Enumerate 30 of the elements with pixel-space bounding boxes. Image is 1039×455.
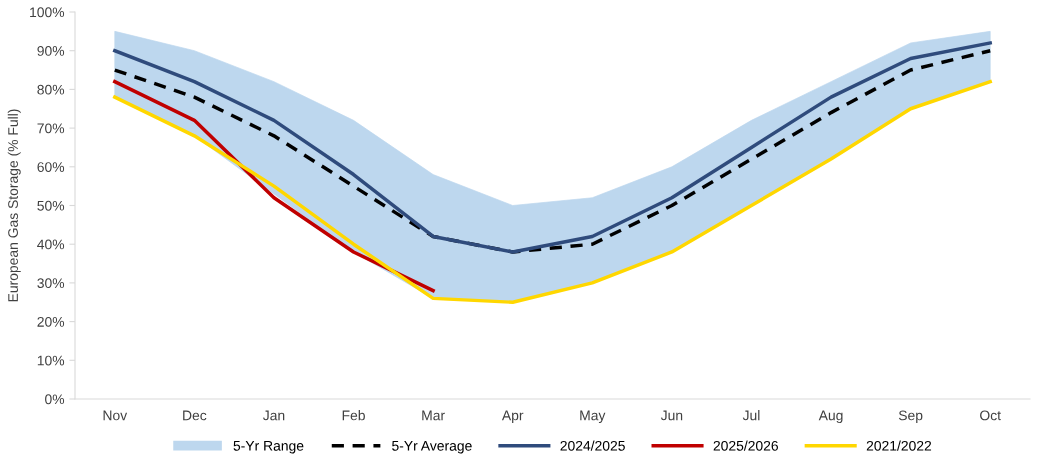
y-tick-label: 70% [37, 123, 65, 134]
legend-label: 2021/2022 [866, 440, 932, 451]
y-tick-label: 100% [30, 7, 65, 18]
legend-label: 5-Yr Average [392, 441, 472, 454]
x-tick-label: May [580, 410, 606, 424]
x-tick-label: Aug [818, 410, 843, 424]
y-tick-label: 80% [37, 84, 65, 95]
y-tick-label: 40% [37, 239, 65, 250]
legend-label: 5-Yr Range [233, 441, 304, 454]
y-tick-label: 50% [37, 200, 65, 211]
y-tick-label: 0% [45, 394, 65, 405]
x-tick-label: Nov [103, 410, 128, 421]
legend-label: 2024/2025 [560, 440, 625, 451]
x-tick-label: Apr [501, 410, 524, 424]
y-tick-label: 20% [37, 316, 65, 327]
x-tick-label: Sep [898, 410, 923, 424]
y-tick-label: 90% [37, 46, 65, 56]
y-tick-label: 60% [37, 162, 65, 172]
y-tick-label: 30% [37, 278, 65, 289]
x-tick-label: Dec [183, 410, 207, 421]
x-tick-label: Mar [422, 410, 445, 421]
x-tick-label: Jun [660, 410, 683, 421]
line-series [113, 79, 992, 304]
x-tick-label: Feb [342, 410, 365, 421]
x-tick-label: Jul [742, 410, 760, 421]
x-tick-label: Oct [980, 410, 1001, 421]
y-axis-title: European Gas Storage (% Full) [7, 109, 21, 302]
y-tick-label: 10% [37, 355, 65, 366]
legend-label: 2025/2026 [713, 440, 778, 451]
x-tick-label: Jan [262, 410, 285, 421]
